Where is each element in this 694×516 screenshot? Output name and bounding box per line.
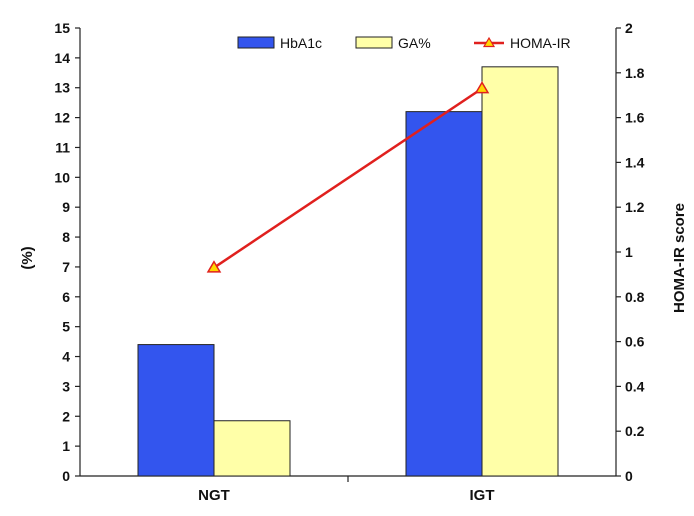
y-tick-label: 5 <box>62 319 70 335</box>
y-tick-label: 9 <box>62 199 70 215</box>
y-tick-label: 10 <box>54 169 70 185</box>
y-tick-label: 6 <box>62 289 70 305</box>
line-series-group <box>206 81 490 273</box>
y-tick-label: 14 <box>54 50 70 66</box>
x-category-label: NGT <box>198 487 230 504</box>
bar-ga <box>481 66 559 477</box>
y2-axis-title: HOMA-IR score <box>671 203 688 313</box>
y2-tick-label: 2 <box>625 20 633 36</box>
y2-tick-label: 0.2 <box>625 423 645 439</box>
y-tick-label: 15 <box>54 20 70 36</box>
legend-label: HbA1c <box>280 35 322 51</box>
y-tick-label: 8 <box>62 229 70 245</box>
y2-tick-label: 1.2 <box>625 199 645 215</box>
bar-ga <box>213 420 291 477</box>
line-point-marker <box>474 81 490 94</box>
legend-label: GA% <box>398 35 431 51</box>
y2-tick-label: 1.4 <box>625 154 645 170</box>
y-tick-label: 13 <box>54 80 70 96</box>
y2-tick-label: 0 <box>625 468 633 484</box>
y-tick-label: 1 <box>62 438 70 454</box>
legend-swatch <box>237 36 275 49</box>
y-tick-label: 7 <box>62 259 70 275</box>
legend-marker <box>482 36 496 48</box>
x-category-label: IGT <box>470 487 495 504</box>
y2-tick-label: 1.8 <box>625 65 645 81</box>
bar-hba1c <box>137 344 215 477</box>
y-tick-label: 0 <box>62 468 70 484</box>
y2-tick-label: 0.4 <box>625 378 645 394</box>
y-tick-label: 12 <box>54 110 70 126</box>
bars-group <box>137 66 559 477</box>
y-tick-label: 2 <box>62 408 70 424</box>
line-homa-ir <box>213 87 483 269</box>
legend-swatch <box>355 36 393 49</box>
legend: HbA1c GA% HOMA-IR <box>237 35 571 51</box>
y-tick-label: 11 <box>55 139 70 155</box>
y-tick-label: 4 <box>62 349 70 365</box>
y-axis-title: (%) <box>19 246 36 269</box>
y2-tick-label: 1.6 <box>625 110 645 126</box>
tick-labels-group: 012345678910111213141500.20.40.60.811.21… <box>54 20 644 504</box>
y-tick-label: 3 <box>62 378 70 394</box>
y2-tick-label: 0.8 <box>625 289 645 305</box>
y2-tick-label: 0.6 <box>625 334 645 350</box>
line-point-marker <box>206 260 222 273</box>
y2-tick-label: 1 <box>625 244 633 260</box>
bar-hba1c <box>405 111 483 477</box>
legend-label: HOMA-IR <box>510 35 571 51</box>
